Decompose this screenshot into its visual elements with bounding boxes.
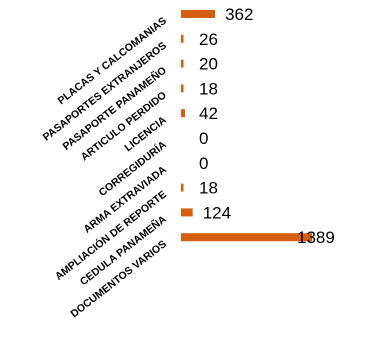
data-label: 124	[203, 203, 231, 222]
bar-8	[181, 208, 193, 217]
data-label: 18	[199, 79, 218, 98]
data-label: 20	[199, 55, 218, 74]
data-label: 18	[199, 179, 218, 198]
data-label: 0	[199, 154, 208, 173]
data-label: 0	[199, 129, 208, 148]
bar-0	[181, 10, 216, 18]
bar-7	[181, 183, 184, 192]
bar-4	[181, 109, 185, 118]
bar-3	[181, 84, 184, 93]
data-label: 362	[225, 5, 253, 24]
bar-1	[181, 34, 184, 43]
data-label: 26	[199, 30, 218, 49]
bar-9	[181, 233, 312, 242]
data-label: 1389	[297, 228, 335, 247]
data-label: 42	[199, 104, 218, 123]
bar-2	[181, 59, 184, 68]
